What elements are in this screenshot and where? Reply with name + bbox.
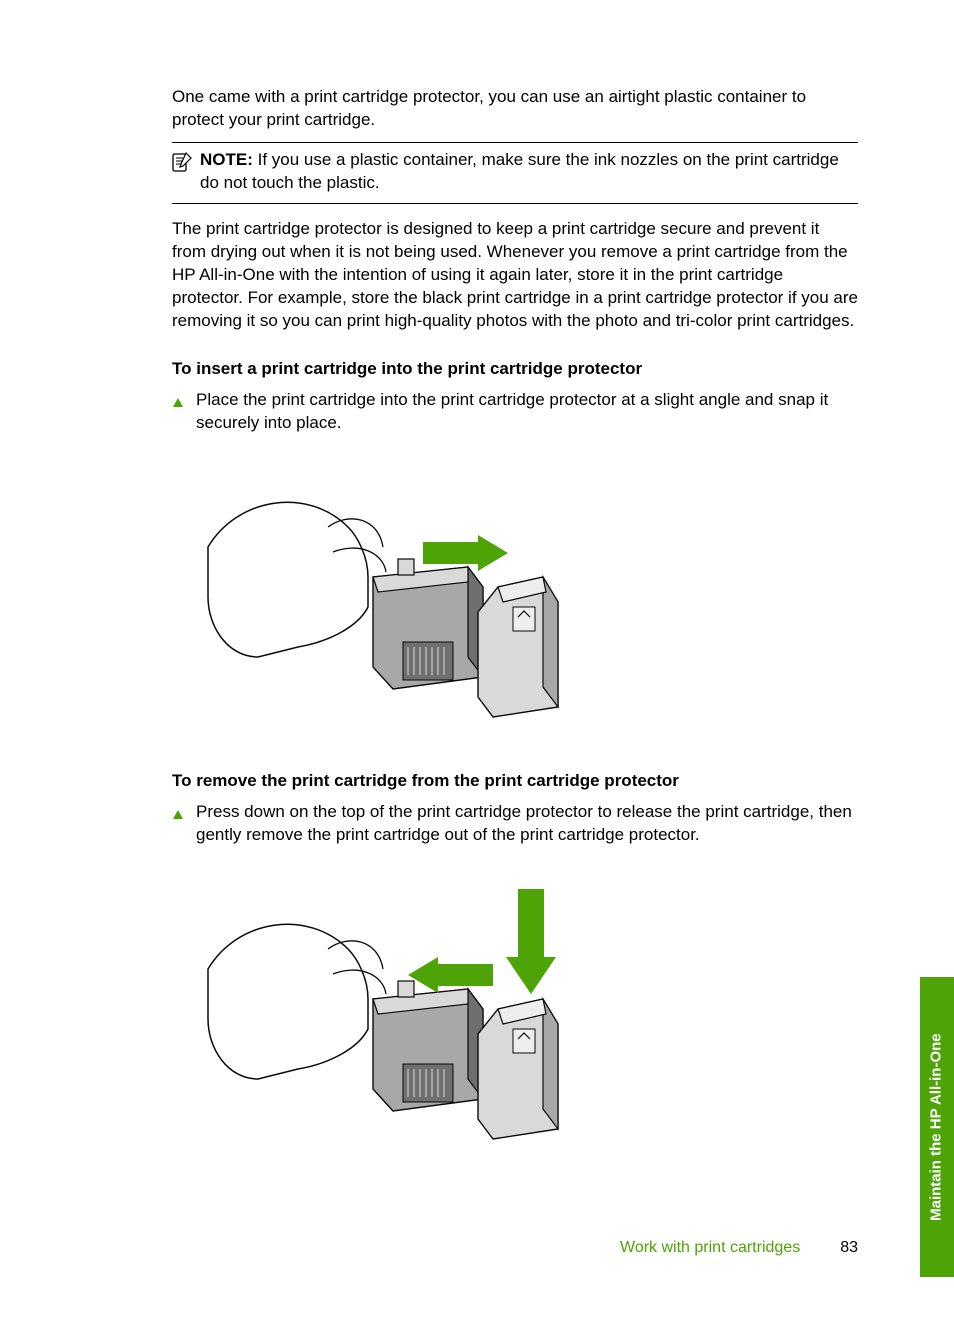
note-box: NOTE: If you use a plastic container, ma…: [172, 142, 858, 204]
arrow-right-icon: [423, 535, 508, 571]
insert-step: Place the print cartridge into the print…: [172, 389, 858, 435]
remove-figure: [198, 869, 858, 1166]
insert-figure: [198, 457, 858, 744]
footer-page-number: 83: [840, 1237, 858, 1259]
remove-step-text: Press down on the top of the print cartr…: [196, 801, 858, 847]
triangle-bullet-icon: [172, 805, 186, 828]
note-body: If you use a plastic container, make sur…: [200, 150, 839, 192]
arrow-left-icon: [408, 957, 493, 993]
insert-step-text: Place the print cartridge into the print…: [196, 389, 858, 435]
remove-step: Press down on the top of the print cartr…: [172, 801, 858, 847]
arrow-down-icon: [506, 889, 556, 994]
side-tab-label: Maintain the HP All-in-One: [927, 1033, 947, 1221]
note-label: NOTE:: [200, 150, 253, 169]
page-footer: Work with print cartridges 83: [172, 1237, 858, 1259]
insert-heading: To insert a print cartridge into the pri…: [172, 358, 858, 381]
page-content: One came with a print cartridge protecto…: [172, 86, 858, 1188]
triangle-bullet-icon: [172, 393, 186, 416]
remove-heading: To remove the print cartridge from the p…: [172, 770, 858, 793]
footer-section-title: Work with print cartridges: [620, 1237, 800, 1259]
intro-paragraph: One came with a print cartridge protecto…: [172, 86, 858, 132]
note-text: NOTE: If you use a plastic container, ma…: [200, 149, 858, 195]
side-tab: Maintain the HP All-in-One: [920, 977, 954, 1277]
note-pencil-icon: [172, 151, 192, 173]
main-paragraph: The print cartridge protector is designe…: [172, 218, 858, 333]
